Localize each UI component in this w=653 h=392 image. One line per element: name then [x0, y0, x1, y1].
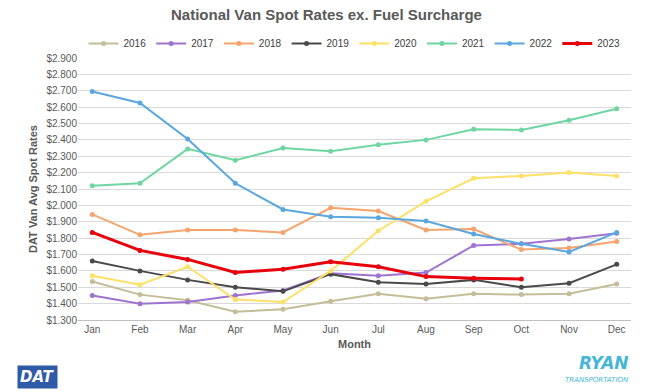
svg-text:$2.200: $2.200 — [46, 167, 77, 178]
svg-text:$1.600: $1.600 — [46, 265, 77, 276]
svg-text:Jun: Jun — [323, 324, 339, 335]
svg-text:2020: 2020 — [394, 38, 417, 49]
svg-text:2017: 2017 — [191, 38, 214, 49]
svg-text:$2.500: $2.500 — [46, 118, 77, 129]
svg-text:Jul: Jul — [372, 324, 385, 335]
svg-text:$2.900: $2.900 — [46, 53, 77, 64]
svg-text:$1.800: $1.800 — [46, 233, 77, 244]
svg-text:$1.400: $1.400 — [46, 298, 77, 309]
svg-text:$1.500: $1.500 — [46, 282, 77, 293]
svg-text:Month: Month — [338, 338, 371, 350]
svg-text:DAT Van Avg Spot Rates: DAT Van Avg Spot Rates — [27, 125, 39, 253]
svg-text:National Van Spot Rates ex. Fu: National Van Spot Rates ex. Fuel Surchar… — [171, 6, 482, 23]
svg-text:DAT: DAT — [20, 368, 55, 386]
svg-text:2023: 2023 — [597, 38, 620, 49]
svg-text:Oct: Oct — [514, 324, 530, 335]
svg-text:$1.300: $1.300 — [46, 315, 77, 326]
svg-text:Feb: Feb — [131, 324, 149, 335]
svg-text:$2.300: $2.300 — [46, 151, 77, 162]
svg-text:Mar: Mar — [179, 324, 197, 335]
svg-text:Jan: Jan — [84, 324, 100, 335]
svg-text:$2.400: $2.400 — [46, 134, 77, 145]
svg-text:Dec: Dec — [608, 324, 626, 335]
svg-text:$2.000: $2.000 — [46, 200, 77, 211]
svg-text:$2.800: $2.800 — [46, 69, 77, 80]
svg-text:TRANSPORTATION: TRANSPORTATION — [565, 376, 629, 384]
svg-text:2018: 2018 — [259, 38, 282, 49]
svg-text:$1.700: $1.700 — [46, 249, 77, 260]
svg-text:Nov: Nov — [560, 324, 578, 335]
svg-text:Aug: Aug — [417, 324, 435, 335]
svg-text:2022: 2022 — [530, 38, 553, 49]
svg-text:May: May — [274, 324, 293, 335]
svg-text:2019: 2019 — [327, 38, 350, 49]
svg-text:Sep: Sep — [465, 324, 483, 335]
svg-text:$2.600: $2.600 — [46, 102, 77, 113]
svg-text:$2.100: $2.100 — [46, 184, 77, 195]
svg-text:Apr: Apr — [228, 324, 244, 335]
svg-text:2016: 2016 — [124, 38, 147, 49]
svg-text:2021: 2021 — [462, 38, 485, 49]
svg-text:RYAN: RYAN — [579, 353, 629, 373]
svg-text:$1.900: $1.900 — [46, 216, 77, 227]
svg-text:$2.700: $2.700 — [46, 85, 77, 96]
